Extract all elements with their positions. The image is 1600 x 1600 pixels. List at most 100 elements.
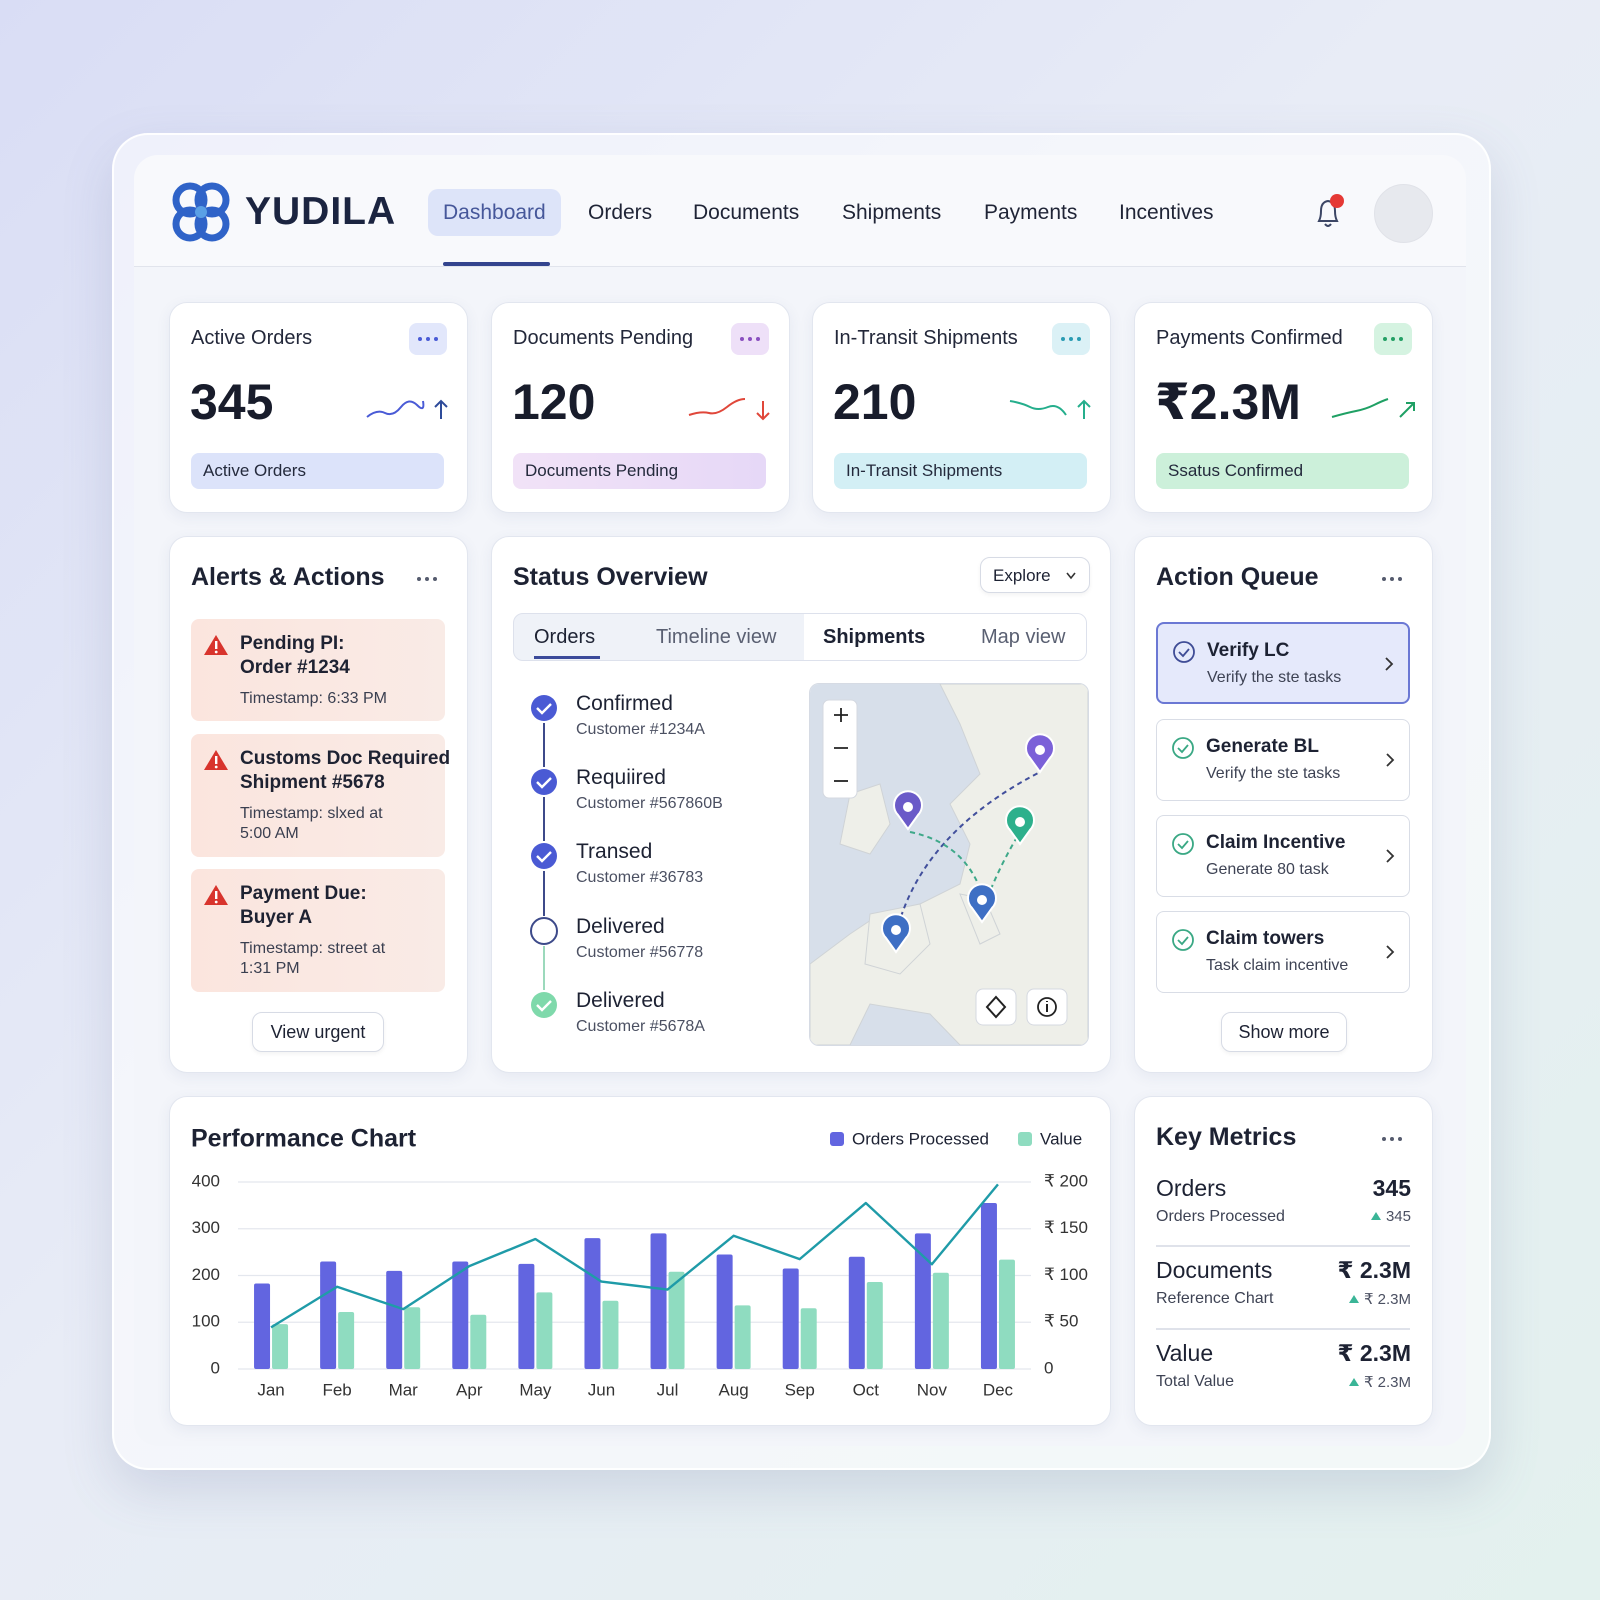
check-ring: [1172, 737, 1194, 759]
queue-detail: Verify the ste tasks: [1207, 669, 1342, 686]
metric-value: 345: [1372, 1175, 1411, 1201]
bar: [716, 1254, 733, 1369]
step-title: Delivered: [576, 915, 665, 938]
avatar[interactable]: [1374, 184, 1433, 243]
dot: [1061, 337, 1065, 341]
check-icon: [1172, 833, 1194, 855]
dot: [756, 337, 760, 341]
kpi-card: Active Orders 345 Active Orders: [169, 302, 468, 513]
more-icon: [418, 337, 438, 341]
x-tick-label: May: [519, 1380, 552, 1399]
bar: [470, 1314, 487, 1369]
kpi-title: In-Transit Shipments: [834, 327, 1018, 349]
bar: [254, 1283, 271, 1369]
metrics-card: Key Metrics Orders Orders Processed 345 345 D…: [1134, 1096, 1433, 1426]
y2-tick-label: ₹ 200: [1044, 1171, 1088, 1190]
step-customer: Customer #36783: [576, 869, 704, 886]
tab[interactable]: Timeline view: [656, 626, 777, 648]
alerts-card: Alerts & Actions Pending PI: Order #1234 Ti…: [169, 536, 468, 1073]
y2-tick-label: ₹ 100: [1044, 1265, 1088, 1284]
pin-center: [891, 925, 901, 935]
status-card: Status Overview Explore Orders Timeline vie…: [491, 536, 1111, 1073]
alert-item[interactable]: Payment Due: Buyer A Timestamp: street at …: [191, 869, 445, 992]
nav-item[interactable]: Orders: [588, 201, 653, 224]
check: [1178, 648, 1190, 658]
spark: [366, 400, 425, 418]
card-title: Alerts & Actions: [191, 563, 385, 591]
nav-item[interactable]: Shipments: [842, 201, 942, 224]
button[interactable]: Explore: [980, 557, 1090, 593]
sparkline: [1009, 399, 1091, 419]
queue-item[interactable]: Claim towers Task claim incentive: [1156, 911, 1410, 993]
tab[interactable]: Orders: [534, 626, 596, 648]
kpi-value: 210: [833, 374, 917, 430]
dot: [1382, 1137, 1386, 1141]
y2-tick-label: ₹ 150: [1044, 1218, 1088, 1237]
nav-item[interactable]: Dashboard: [428, 189, 561, 236]
zoom-icon: [834, 708, 848, 722]
y-tick-label: 400: [192, 1171, 220, 1190]
chevron: [1385, 657, 1394, 671]
alert-item[interactable]: Customs Doc Required Shipment #5678 Timest…: [191, 734, 450, 857]
dot: [1383, 337, 1387, 341]
bar: [584, 1238, 601, 1369]
divider: [1156, 1328, 1410, 1330]
tab[interactable]: Shipments: [823, 626, 926, 648]
step-customer: Customer #1234A: [576, 721, 705, 738]
kpi-menu[interactable]: [1374, 323, 1412, 355]
nav-item[interactable]: Incentives: [1119, 201, 1214, 224]
nav-item[interactable]: Documents: [693, 201, 800, 224]
logo-text: YUDILA: [245, 190, 397, 233]
step-check: [536, 703, 552, 715]
dot: [418, 337, 422, 341]
dot: [433, 577, 437, 581]
bar: [980, 1203, 997, 1369]
kpi-menu[interactable]: [409, 323, 447, 355]
queue-item[interactable]: Verify LC Verify the ste tasks: [1156, 622, 1410, 704]
button[interactable]: View urgent: [252, 1012, 384, 1052]
dot: [1390, 1137, 1394, 1141]
check: [1177, 936, 1189, 946]
kpi-menu[interactable]: [731, 323, 769, 355]
more-icon: [417, 577, 437, 581]
check-icon: [1173, 641, 1195, 663]
queue-item[interactable]: Generate BL Verify the ste tasks: [1156, 719, 1410, 801]
tab[interactable]: Map view: [981, 626, 1066, 648]
step-marker: [531, 769, 557, 795]
button[interactable]: Show more: [1221, 1012, 1347, 1052]
bang-dot: [214, 765, 218, 769]
dot: [1077, 337, 1081, 341]
queue-title: Claim towers: [1206, 928, 1325, 949]
queue-item[interactable]: Claim Incentive Generate 80 task: [1156, 815, 1410, 897]
alert-item[interactable]: Pending PI: Order #1234 Timestamp: 6:33 PM: [191, 619, 445, 721]
metric-value: ₹ 2.3M: [1337, 1257, 1411, 1283]
kpi-menu[interactable]: [1052, 323, 1090, 355]
kpi-pill: Active Orders: [191, 453, 444, 489]
y-tick-label: 300: [192, 1218, 220, 1237]
bang-dot: [214, 900, 218, 904]
sparkline: [688, 398, 770, 421]
chevron-icon: [1386, 849, 1395, 863]
metric-change-value: ₹ 2.3M: [1363, 1374, 1411, 1391]
queue-title: Verify LC: [1207, 640, 1290, 661]
locate-icon: [985, 995, 1007, 1019]
dot: [426, 337, 430, 341]
queue-detail: Verify the ste tasks: [1206, 765, 1341, 782]
step-check: [536, 851, 552, 863]
chevron-icon: [1066, 572, 1076, 580]
logo-core: [195, 206, 207, 218]
x-tick-label: Jun: [588, 1380, 615, 1399]
pin-center: [903, 802, 913, 812]
logo-icon: [172, 182, 230, 242]
x-tick-label: Aug: [719, 1380, 749, 1399]
up-triangle: [1348, 1295, 1359, 1303]
legend-label: Value: [1040, 1129, 1082, 1148]
pin-center: [1015, 817, 1025, 827]
bang: [215, 891, 218, 899]
nav-item[interactable]: Payments: [984, 201, 1078, 224]
button-label: Explore: [993, 566, 1051, 585]
chart-card: Performance Chart 0 100 200 300 400 0 ₹ 50 ₹ 100…: [169, 1096, 1111, 1426]
alert-title: Payment Due:: [240, 883, 367, 904]
y2-tick-label: ₹ 50: [1044, 1312, 1078, 1331]
bar: [602, 1300, 619, 1369]
